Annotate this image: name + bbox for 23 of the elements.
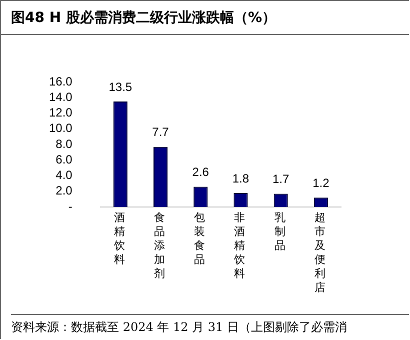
text: 资料来源：数据截至 2024 年 12 月 31 日（上图剔除了必需消: [11, 314, 409, 336]
data-label: 1.2: [312, 176, 330, 190]
y-tick-label: 4.0: [56, 168, 73, 182]
y-tick-label: 2.0: [56, 184, 73, 198]
data-label: 13.5: [108, 80, 132, 94]
data-label: 7.7: [152, 125, 170, 140]
x-tick-label: 超市及便利店: [314, 211, 326, 295]
data-label: 2.6: [192, 165, 210, 179]
y-tick-label: 10.0: [48, 121, 73, 136]
x-tick-label: 酒精饮料: [113, 211, 126, 267]
data-label: 1.8: [232, 171, 250, 186]
x-tick-label: 包装食品: [194, 211, 206, 267]
y-tick-label: -: [68, 199, 72, 214]
data-label: 1.7: [272, 172, 290, 186]
y-tick-label: 14.0: [48, 90, 73, 104]
y-tick-label: 12.0: [48, 106, 73, 120]
chart-title: 图48 H 股必需消费二级行业涨跌幅（%）: [1, 1, 409, 35]
x-tick-label: 乳制品: [274, 211, 286, 253]
y-tick-label: 16.0: [48, 74, 73, 88]
x-tick-label: 食品添加剂: [154, 211, 166, 281]
x-tick-label: 非酒精饮料: [234, 211, 246, 281]
y-tick-label: 6.0: [56, 152, 73, 166]
y-tick-label: 8.0: [56, 136, 73, 151]
